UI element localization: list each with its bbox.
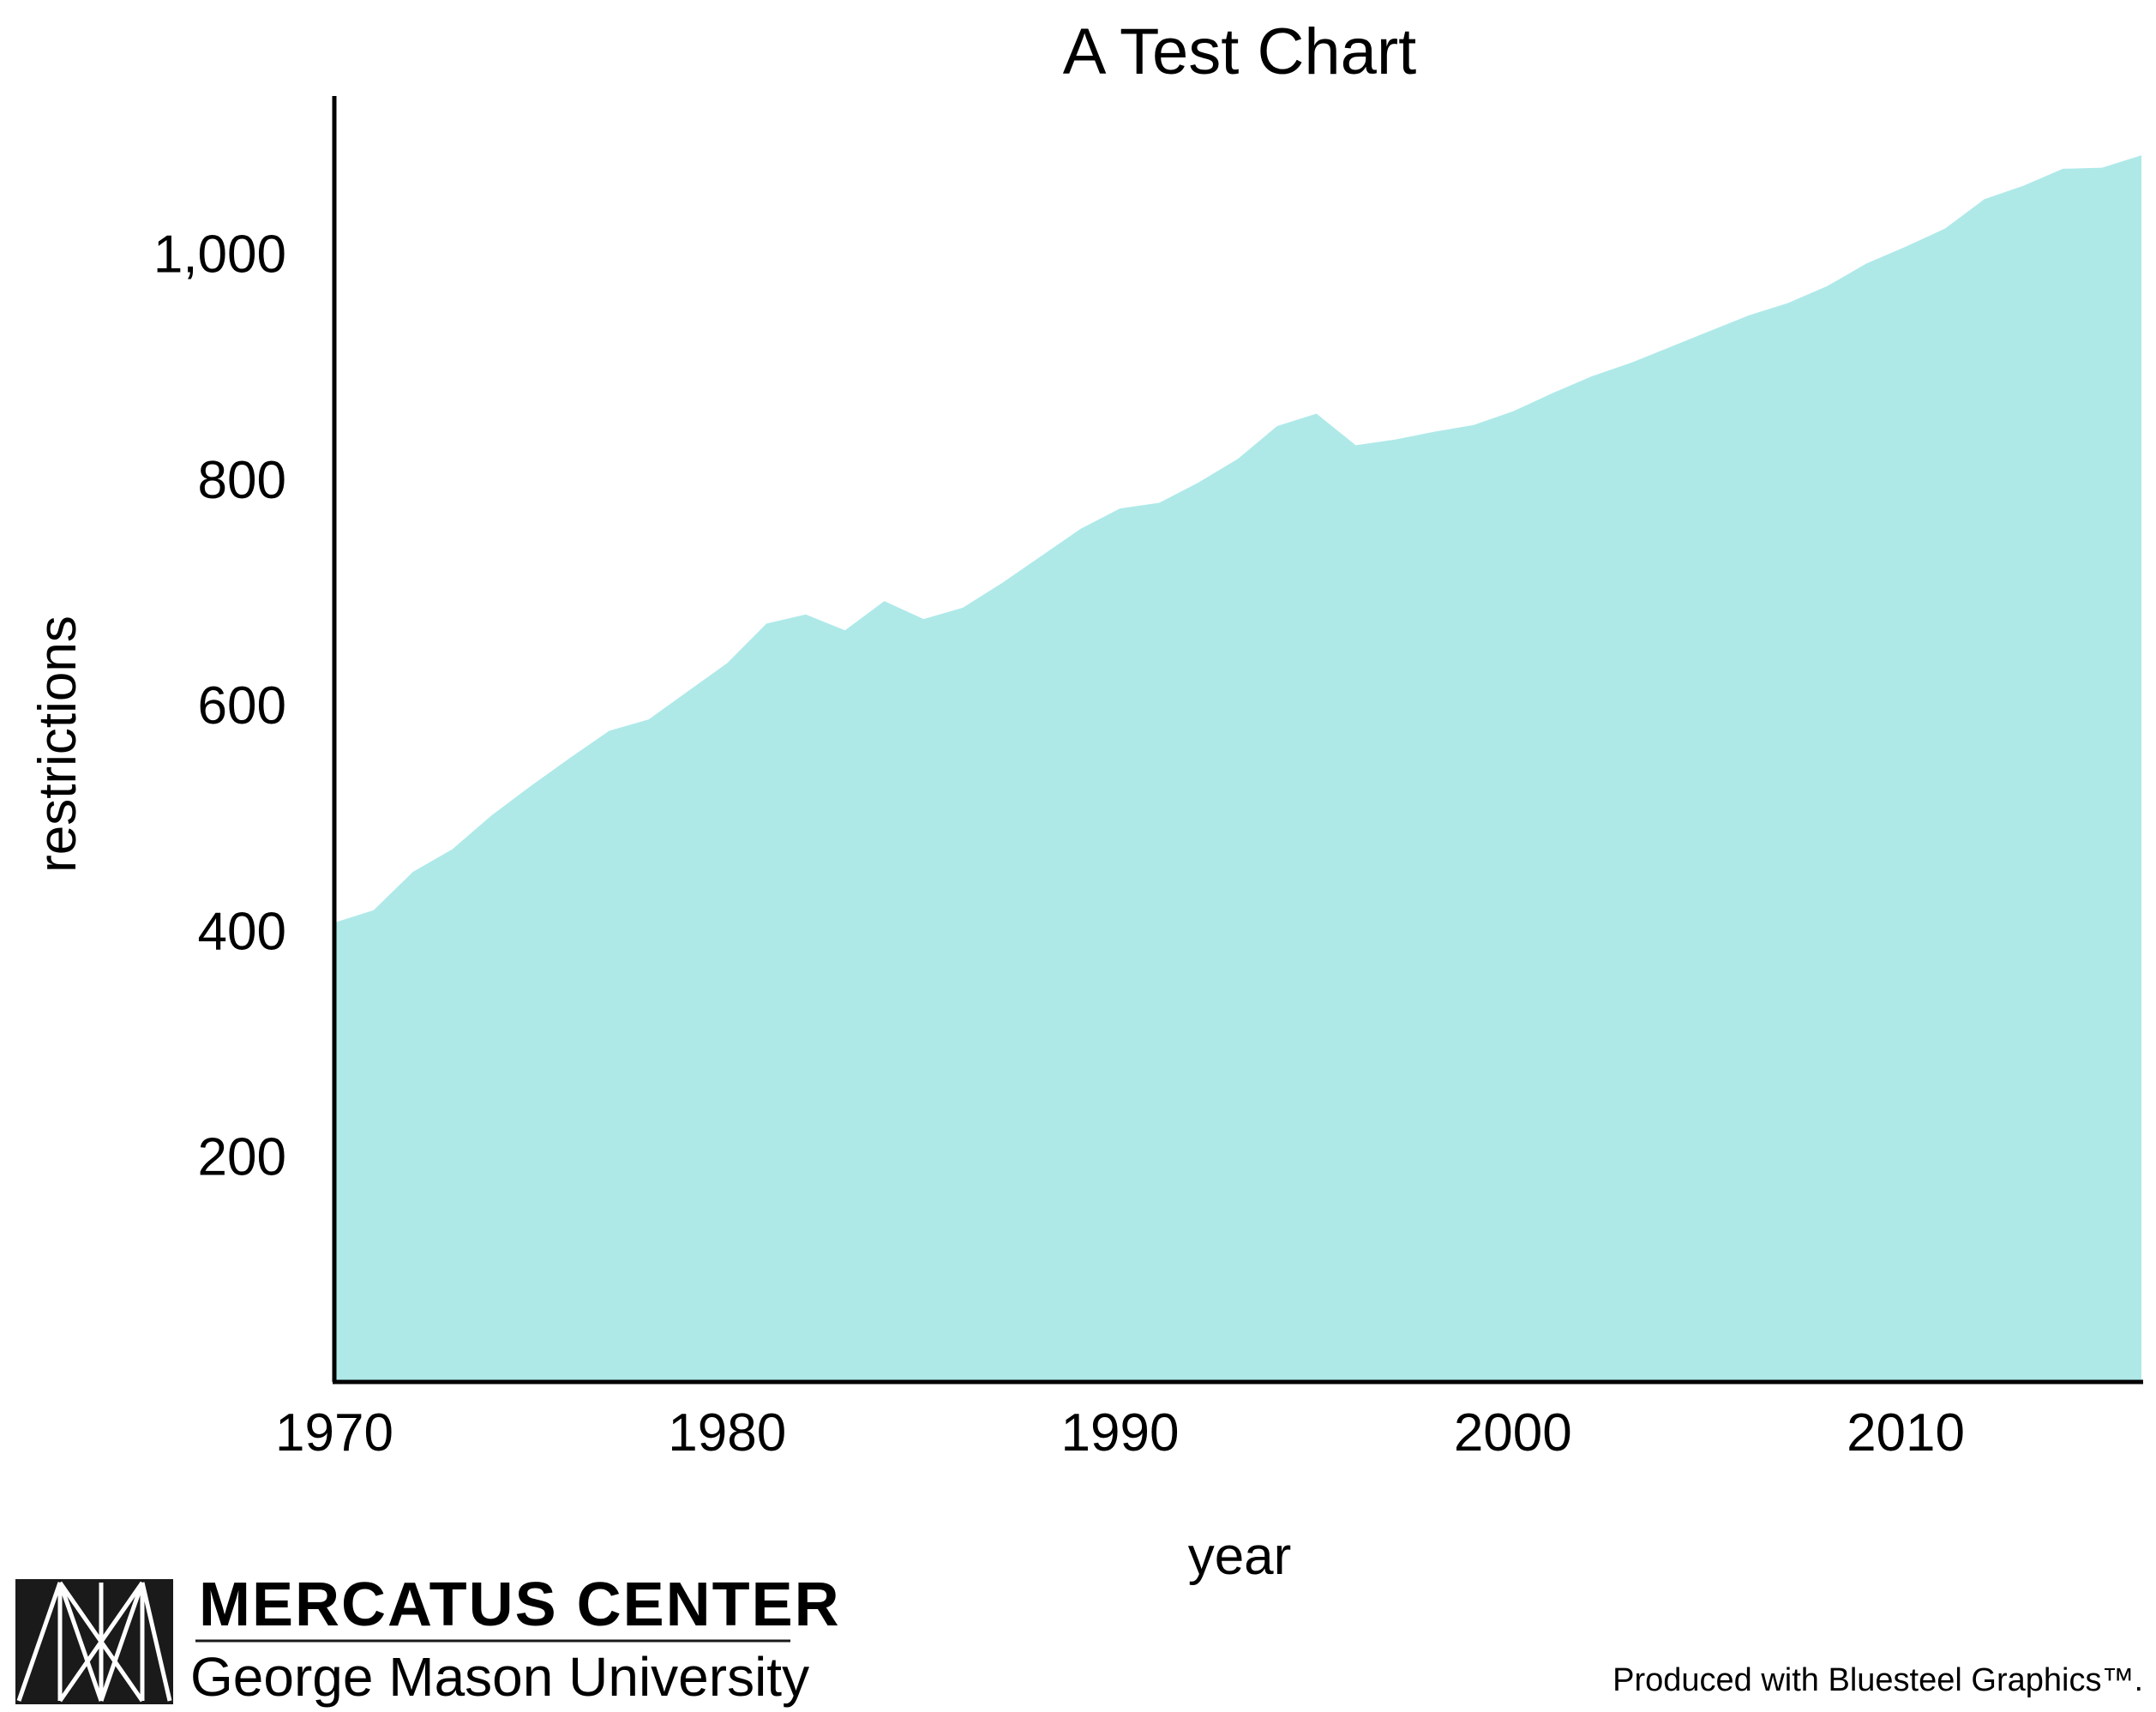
- x-tick-label: 2010: [1847, 1403, 1965, 1463]
- mercatus-logo: MERCATUS CENTER George Mason University: [15, 1571, 841, 1708]
- y-tick-label: 800: [198, 451, 286, 510]
- x-tick-label: 1990: [1061, 1403, 1180, 1463]
- x-tick-label: 2000: [1454, 1403, 1572, 1463]
- logo-org-name: MERCATUS CENTER: [199, 1571, 841, 1639]
- y-tick-label: 200: [198, 1128, 286, 1187]
- y-axis-label: restrictions: [28, 616, 87, 873]
- x-tick-label: 1980: [668, 1403, 786, 1463]
- x-tick-labels: 1970 1980 1990 2000 2010: [275, 1403, 1965, 1463]
- y-tick-label: 1,000: [153, 225, 286, 285]
- y-tick-label: 600: [198, 676, 286, 736]
- chart-title: A Test Chart: [1063, 15, 1417, 88]
- y-tick-label: 400: [198, 902, 286, 961]
- logo-org-subtitle: George Mason University: [190, 1646, 809, 1708]
- y-tick-labels: 200 400 600 800 1,000: [153, 225, 286, 1187]
- x-axis-label: year: [1188, 1527, 1292, 1586]
- produced-with-note: Produced with Bluesteel Graphics™.: [1612, 1662, 2143, 1698]
- plot-area: [334, 155, 2141, 1383]
- x-tick-label: 1970: [275, 1403, 393, 1463]
- area-series: [334, 155, 2141, 1383]
